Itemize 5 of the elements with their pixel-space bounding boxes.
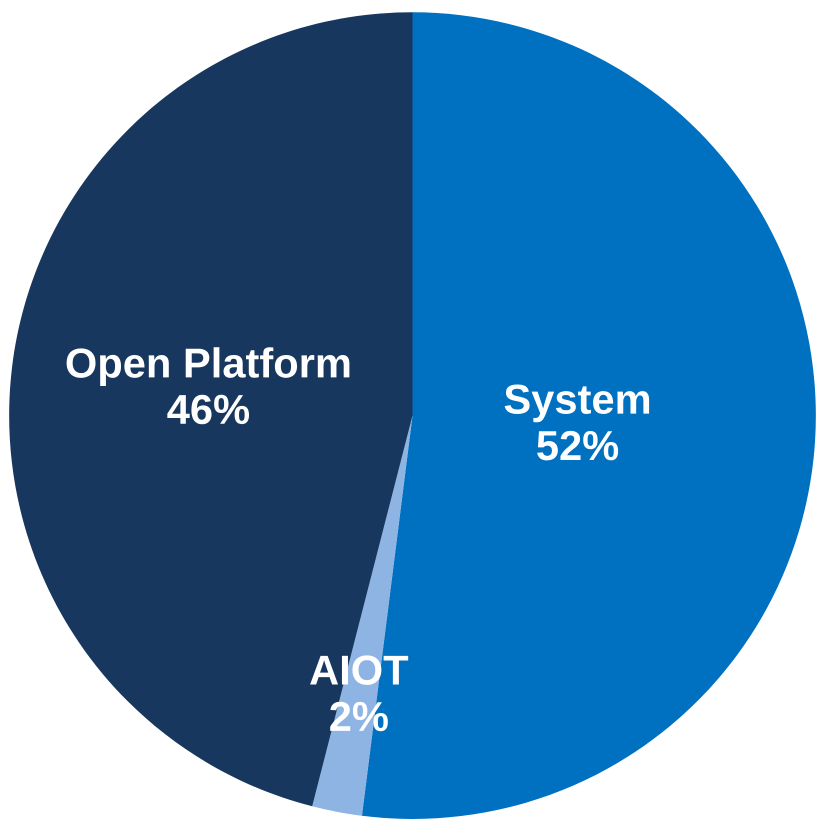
slice-label: Open Platform bbox=[66, 347, 350, 386]
slice-label: AIOT bbox=[310, 655, 408, 685]
data-label: 52% bbox=[537, 430, 618, 460]
slice-label: System bbox=[504, 384, 650, 422]
data-label: 46% bbox=[167, 394, 250, 424]
